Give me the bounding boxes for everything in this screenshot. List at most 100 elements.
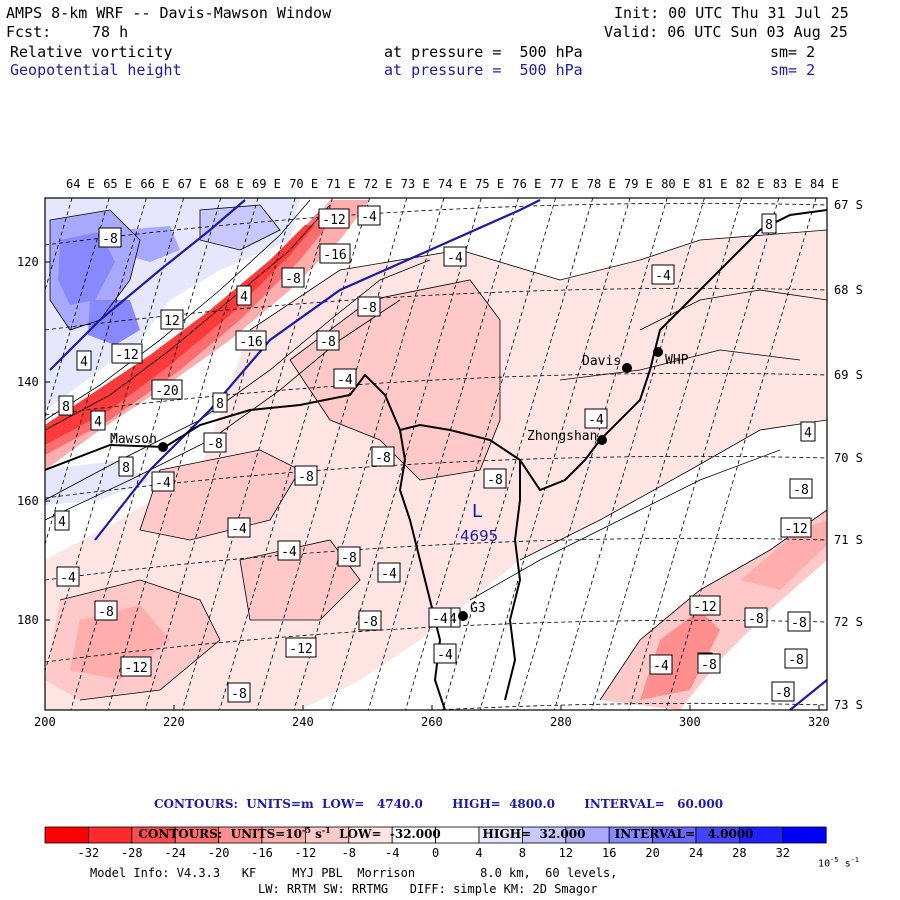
- svg-text:-4: -4: [381, 567, 397, 582]
- colorbar-label: 28: [732, 846, 746, 860]
- model-info-2: LW: RRTM SW: RRTMG DIFF: simple KM: 2D S…: [258, 882, 598, 896]
- contour-label: -4: [584, 408, 608, 429]
- y-tick-label: 160: [17, 494, 39, 508]
- station-g3-dot: [458, 611, 468, 621]
- colorbar-label: -8: [342, 846, 356, 860]
- lat-label: 68 S: [834, 283, 863, 297]
- contour-label: 8: [761, 213, 777, 234]
- shading-layer: [45, 198, 827, 710]
- contour-label: -8: [789, 478, 813, 499]
- svg-text:-12: -12: [693, 600, 716, 615]
- contour-label: -4: [433, 643, 457, 664]
- contour-label: -16: [235, 330, 267, 351]
- contour-label: -12: [285, 637, 317, 658]
- height-contours: [49, 199, 827, 710]
- svg-text:-8: -8: [701, 658, 717, 673]
- contour-label: -20: [151, 379, 183, 400]
- colorbar-swatch: [88, 826, 133, 844]
- contour-label: -8: [227, 682, 251, 703]
- contour-label: -8: [294, 465, 318, 486]
- svg-text:-8: -8: [375, 451, 391, 466]
- svg-text:4: 4: [80, 355, 88, 370]
- colorbar: -32 -28 -24 -20 -16 -12 -8 -4 0 4 8 12 16 20 24 28 32: [44, 826, 827, 860]
- svg-text:-4: -4: [447, 251, 463, 266]
- svg-text:4: 4: [94, 415, 102, 430]
- coastline: [45, 209, 827, 710]
- lat-label: 71 S: [834, 533, 863, 547]
- svg-text:-12: -12: [784, 522, 807, 537]
- contours-height-info: CONTOURS: UNITS=m LOW= 4740.0 HIGH= 4800…: [154, 797, 724, 811]
- lon-label: 81 E: [698, 177, 727, 191]
- lon-label: 71 E: [326, 177, 355, 191]
- contours2-sup: -5: [302, 825, 311, 835]
- svg-text:4: 4: [240, 290, 248, 305]
- cbar-unit-s: s: [844, 858, 851, 870]
- contours2-sup2: -1: [321, 825, 331, 835]
- contour-label: -8: [371, 446, 395, 467]
- contour-label: -4: [227, 517, 251, 538]
- svg-text:4: 4: [58, 515, 66, 530]
- lon-label: 80 E: [661, 177, 690, 191]
- model-info: Model Info: V4.3.3 KF MYJ PBL Morrison 8…: [90, 866, 618, 880]
- contour-label: -8: [784, 648, 808, 669]
- contour-label: -12: [318, 208, 350, 229]
- x-tick-label: 320: [808, 715, 830, 729]
- field-1-name: Relative vorticity: [10, 43, 173, 61]
- contour-label: -12: [111, 343, 143, 364]
- svg-text:-8: -8: [285, 272, 301, 287]
- contour-label: -8: [316, 330, 340, 351]
- contour-label: 4: [800, 421, 816, 442]
- colorbar-label: -32: [78, 846, 100, 860]
- y-tick-label: 120: [17, 255, 39, 269]
- lon-label: 67 E: [178, 177, 207, 191]
- contour-label: -4: [277, 540, 301, 561]
- contour-label: 4: [90, 410, 106, 431]
- contour-label: 8: [212, 392, 228, 413]
- lon-label: 84 E: [810, 177, 839, 191]
- contour-label: -8: [98, 227, 122, 248]
- svg-text:-8: -8: [102, 232, 118, 247]
- contour-label: -8: [281, 267, 305, 288]
- field-1-level: at pressure = 500 hPa: [384, 43, 583, 61]
- colorbar-unit: 10-5 s-1: [806, 845, 859, 869]
- station-zhongshan-dot: [597, 435, 607, 445]
- x-tick-label: 220: [163, 715, 185, 729]
- contour-label: -8: [358, 610, 382, 631]
- colorbar-label: -4: [385, 846, 399, 860]
- contours2-rest: LOW= -32.000 HIGH= 32.000 INTERVAL= 4.00…: [330, 827, 754, 841]
- contour-label: -12: [780, 517, 812, 538]
- lon-label: 77 E: [550, 177, 579, 191]
- contour-label: -4: [333, 368, 357, 389]
- contour-label: -4: [443, 246, 467, 267]
- lon-label: 73 E: [401, 177, 430, 191]
- map-title: AMPS 8-km WRF -- Davis-Mawson Window: [6, 4, 332, 22]
- svg-text:-4: -4: [653, 659, 669, 674]
- station-davis-dot: [622, 363, 632, 373]
- svg-text:-8: -8: [487, 473, 503, 488]
- svg-text:-4: -4: [231, 522, 247, 537]
- svg-text:-16: -16: [323, 248, 346, 263]
- svg-text:-8: -8: [231, 687, 247, 702]
- y-axis-ticks: 120 140 160 180: [17, 255, 50, 627]
- colorbar-label: -12: [295, 846, 317, 860]
- svg-text:-8: -8: [793, 483, 809, 498]
- svg-text:-12: -12: [124, 661, 147, 676]
- contour-label: -12: [120, 656, 152, 677]
- contour-label: -8: [744, 607, 768, 628]
- low-center-letter: L: [472, 501, 482, 522]
- lon-label: 78 E: [587, 177, 616, 191]
- colorbar-label: 16: [602, 846, 616, 860]
- station-mawson-label: Mawson: [110, 432, 157, 447]
- contour-label: -4: [428, 607, 452, 628]
- station-whp-dot: [653, 347, 663, 357]
- contour-labels: -12 -4 -8 -16 -8 -4 4 -4 -8 8 12 -16 -12 -8 -4 4 8 8 4 -20 4…: [54, 205, 816, 703]
- x-tick-label: 300: [679, 715, 701, 729]
- contours2-b: s: [315, 827, 322, 841]
- svg-text:-8: -8: [298, 470, 314, 485]
- contour-label: -8: [337, 546, 361, 567]
- contour-label: 12: [160, 309, 184, 330]
- colorbar-label: -24: [164, 846, 186, 860]
- colorbar-label: -16: [251, 846, 273, 860]
- svg-text:-4: -4: [437, 648, 453, 663]
- x-axis-ticks: 200 220 240 260 280 300 320: [34, 705, 830, 729]
